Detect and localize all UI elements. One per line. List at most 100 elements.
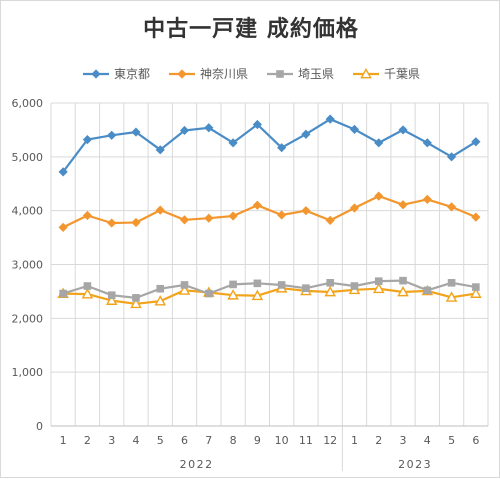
data-point: [130, 297, 142, 309]
data-point: [178, 284, 191, 295]
data-point: [58, 167, 68, 177]
x-tick-label: 3: [400, 434, 407, 447]
legend-label: 千葉県: [384, 67, 421, 81]
legend-swatch: [82, 68, 109, 79]
data-point: [179, 125, 190, 136]
data-point: [131, 217, 141, 228]
data-point: [325, 114, 335, 124]
data-point: [446, 202, 457, 212]
data-point: [204, 213, 214, 223]
data-point: [204, 123, 214, 133]
data-point: [81, 288, 94, 299]
data-point: [471, 212, 481, 222]
data-point: [276, 69, 284, 78]
data-point: [446, 152, 457, 162]
series-line: [62, 279, 477, 299]
data-point: [470, 287, 482, 298]
data-point: [228, 138, 238, 148]
x-tick-label: 2: [84, 434, 91, 447]
data-point: [397, 285, 409, 297]
data-point: [155, 145, 165, 155]
data-point: [107, 291, 116, 299]
data-point: [360, 67, 372, 78]
x-tick-label: 5: [157, 434, 164, 447]
data-point: [59, 289, 67, 298]
x-tick-label: 8: [230, 434, 237, 447]
legend-label: 東京都: [113, 67, 150, 81]
y-tick-label: 5,000: [12, 151, 44, 164]
data-point: [177, 68, 187, 79]
year-label: 2023: [398, 458, 432, 471]
x-tick-label: 11: [299, 434, 313, 447]
data-point: [82, 135, 93, 145]
data-point: [277, 281, 286, 289]
x-tick-label: 1: [351, 434, 358, 447]
x-tick-label: 7: [205, 434, 212, 447]
data-point: [107, 130, 117, 140]
data-point: [154, 295, 167, 306]
data-point: [326, 279, 334, 287]
data-point: [180, 281, 189, 289]
data-point: [350, 282, 359, 290]
data-point: [445, 291, 458, 302]
data-point: [58, 222, 68, 232]
data-point: [277, 143, 287, 153]
x-tick-label: 3: [108, 434, 115, 447]
year-label: 2022: [180, 458, 214, 471]
x-tick-label: 9: [254, 434, 261, 447]
data-point: [301, 129, 311, 139]
legend-item: 東京都: [82, 65, 150, 82]
y-tick-label: 0: [36, 420, 43, 433]
x-tick-label: 4: [424, 434, 431, 447]
data-point: [399, 276, 407, 285]
data-point: [229, 280, 237, 289]
legend-swatch: [267, 69, 293, 78]
x-tick-label: 4: [132, 434, 139, 447]
data-point: [132, 294, 140, 302]
legend-item: 神奈川県: [168, 65, 248, 82]
data-point: [107, 218, 117, 228]
x-tick-label: 6: [181, 434, 188, 447]
data-point: [447, 279, 456, 287]
data-point: [349, 203, 360, 213]
data-point: [82, 210, 93, 221]
data-point: [349, 124, 360, 134]
data-point: [227, 289, 239, 300]
series-line: [63, 287, 477, 305]
data-point: [372, 282, 385, 294]
x-tick-label: 2: [375, 434, 382, 447]
data-point: [471, 137, 481, 147]
x-tick-label: 12: [323, 434, 337, 447]
chart-title: 中古一戸建 成約価格: [143, 17, 359, 42]
legend-item: 千葉県: [352, 65, 420, 82]
data-point: [324, 285, 336, 297]
data-point: [374, 277, 383, 285]
data-point: [422, 138, 432, 148]
data-point: [156, 284, 165, 293]
y-tick-label: 3,000: [12, 259, 44, 272]
y-tick-label: 6,000: [12, 97, 44, 110]
y-tick-label: 1,000: [12, 366, 44, 379]
legend-label: 埼玉県: [298, 67, 335, 81]
data-point: [422, 194, 432, 204]
data-point: [398, 200, 408, 210]
data-point: [252, 200, 262, 210]
x-tick-label: 10: [275, 434, 289, 447]
data-point: [301, 206, 311, 216]
data-point: [374, 138, 384, 148]
data-point: [179, 215, 190, 225]
x-tick-label: 6: [472, 434, 479, 447]
data-point: [302, 284, 310, 292]
y-tick-label: 2,000: [12, 312, 44, 325]
legend-item: 埼玉県: [266, 65, 334, 82]
data-point: [423, 286, 432, 295]
x-tick-label: 1: [60, 434, 67, 447]
data-point: [155, 205, 165, 215]
legend-swatch: [168, 68, 195, 79]
data-point: [205, 289, 213, 298]
data-point: [277, 210, 287, 220]
data-point: [253, 279, 262, 288]
data-point: [252, 119, 262, 130]
